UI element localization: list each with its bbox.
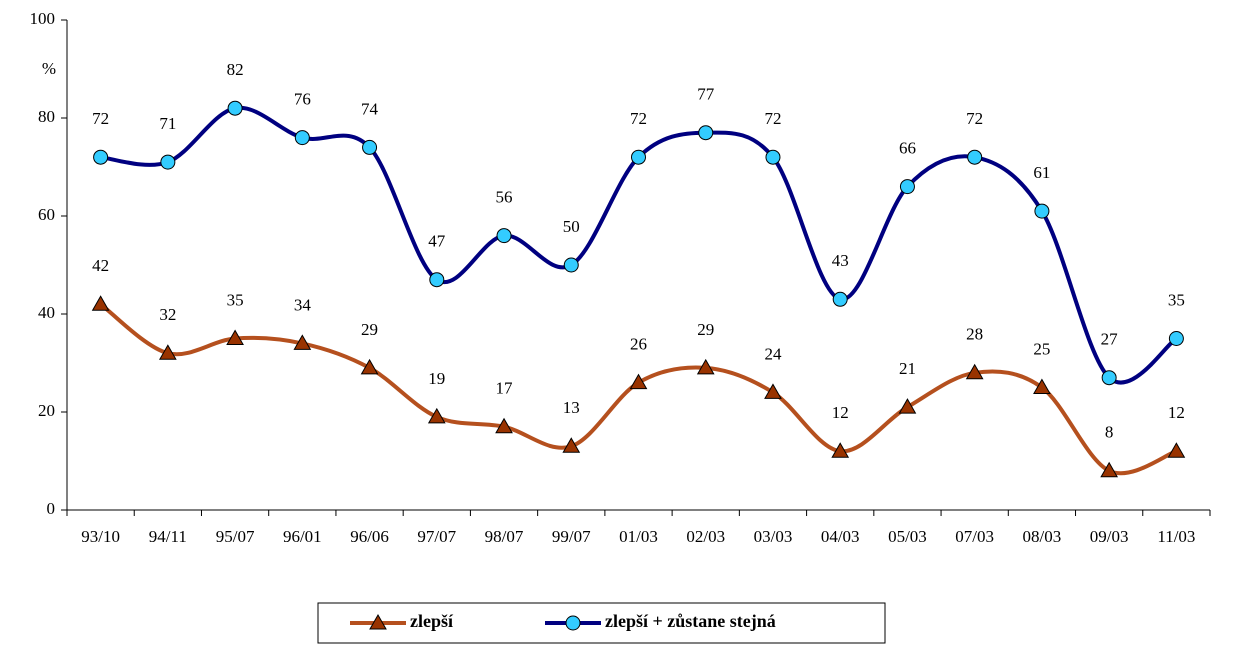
x-tick-label: 95/07 — [216, 527, 255, 546]
marker — [965, 363, 984, 380]
legend-label: zlepší + zůstane stejná — [605, 611, 776, 631]
marker — [496, 228, 512, 244]
marker — [565, 615, 581, 631]
marker — [764, 383, 782, 399]
marker — [362, 139, 378, 155]
data-label: 42 — [92, 256, 109, 275]
marker — [899, 179, 915, 195]
marker — [160, 154, 176, 170]
data-label: 13 — [563, 398, 580, 417]
data-label: 66 — [899, 139, 916, 158]
x-tick-label: 93/10 — [81, 527, 120, 546]
data-label: 26 — [630, 335, 647, 354]
marker — [227, 100, 243, 116]
data-label: 12 — [832, 403, 849, 422]
marker — [427, 407, 446, 424]
marker — [1033, 378, 1051, 394]
marker — [696, 358, 715, 375]
marker — [293, 334, 312, 350]
x-tick-label: 09/03 — [1090, 527, 1129, 546]
data-label: 43 — [832, 251, 849, 270]
data-label: 71 — [159, 114, 176, 133]
data-label: 82 — [227, 60, 244, 79]
marker — [1034, 203, 1050, 219]
x-tick-label: 03/03 — [754, 527, 793, 546]
marker — [898, 398, 917, 414]
x-tick-label: 07/03 — [955, 527, 994, 546]
y-tick-label: 0 — [47, 499, 56, 518]
x-tick-label: 05/03 — [888, 527, 927, 546]
x-tick-label: 01/03 — [619, 527, 658, 546]
marker — [429, 272, 445, 288]
data-label: 34 — [294, 295, 312, 314]
data-label: 72 — [92, 109, 109, 128]
data-label: 8 — [1105, 423, 1114, 442]
marker — [1101, 370, 1117, 386]
data-label: 61 — [1033, 163, 1050, 182]
y-tick-label: 40 — [38, 303, 55, 322]
marker — [631, 149, 646, 165]
x-tick-label: 97/07 — [417, 527, 456, 546]
x-tick-label: 99/07 — [552, 527, 591, 546]
marker — [629, 373, 648, 390]
marker — [1167, 442, 1186, 458]
data-label: 72 — [966, 109, 983, 128]
data-label: 29 — [361, 320, 378, 339]
data-label: 27 — [1101, 330, 1119, 349]
marker — [563, 257, 579, 273]
data-label: 77 — [697, 85, 715, 104]
legend-label: zlepší — [410, 611, 454, 631]
data-label: 35 — [1168, 290, 1185, 309]
x-tick-label: 11/03 — [1157, 527, 1195, 546]
data-label: 29 — [697, 320, 714, 339]
marker — [698, 125, 714, 141]
y-tick-label: 80 — [38, 107, 55, 126]
data-label: 76 — [294, 90, 311, 109]
marker — [93, 149, 109, 165]
marker — [1100, 461, 1119, 478]
x-tick-label: 08/03 — [1023, 527, 1062, 546]
x-tick-label: 02/03 — [686, 527, 725, 546]
marker — [158, 344, 177, 360]
x-tick-label: 96/01 — [283, 527, 322, 546]
data-label: 21 — [899, 359, 916, 378]
marker — [495, 417, 513, 434]
marker — [226, 329, 244, 345]
data-label: 17 — [496, 379, 514, 398]
data-label: 56 — [496, 188, 513, 207]
marker — [369, 613, 387, 630]
data-label: 32 — [159, 305, 176, 324]
data-label: 74 — [361, 99, 379, 118]
data-label: 72 — [630, 109, 647, 128]
marker — [294, 130, 310, 146]
marker — [91, 295, 110, 311]
data-label: 19 — [428, 369, 445, 388]
marker — [967, 149, 983, 165]
data-label: 50 — [563, 217, 580, 236]
data-label: 72 — [764, 109, 781, 128]
marker — [1168, 331, 1184, 346]
marker — [562, 437, 581, 453]
data-label: 25 — [1033, 339, 1050, 358]
y-tick-label: 20 — [38, 401, 55, 420]
marker — [832, 291, 848, 307]
y-axis-label: % — [42, 59, 56, 78]
y-tick-label: 100 — [30, 9, 56, 28]
data-label: 35 — [227, 290, 244, 309]
x-tick-label: 96/06 — [350, 527, 389, 546]
x-tick-label: 94/11 — [149, 527, 187, 546]
marker — [831, 442, 850, 458]
marker — [360, 358, 379, 375]
x-tick-label: 04/03 — [821, 527, 860, 546]
y-tick-label: 60 — [38, 205, 55, 224]
data-label: 47 — [428, 232, 446, 251]
legend-box — [317, 602, 886, 644]
data-label: 28 — [966, 325, 983, 344]
marker — [765, 149, 781, 165]
x-tick-label: 98/07 — [485, 527, 524, 546]
data-label: 24 — [764, 344, 782, 363]
data-label: 12 — [1168, 403, 1185, 422]
